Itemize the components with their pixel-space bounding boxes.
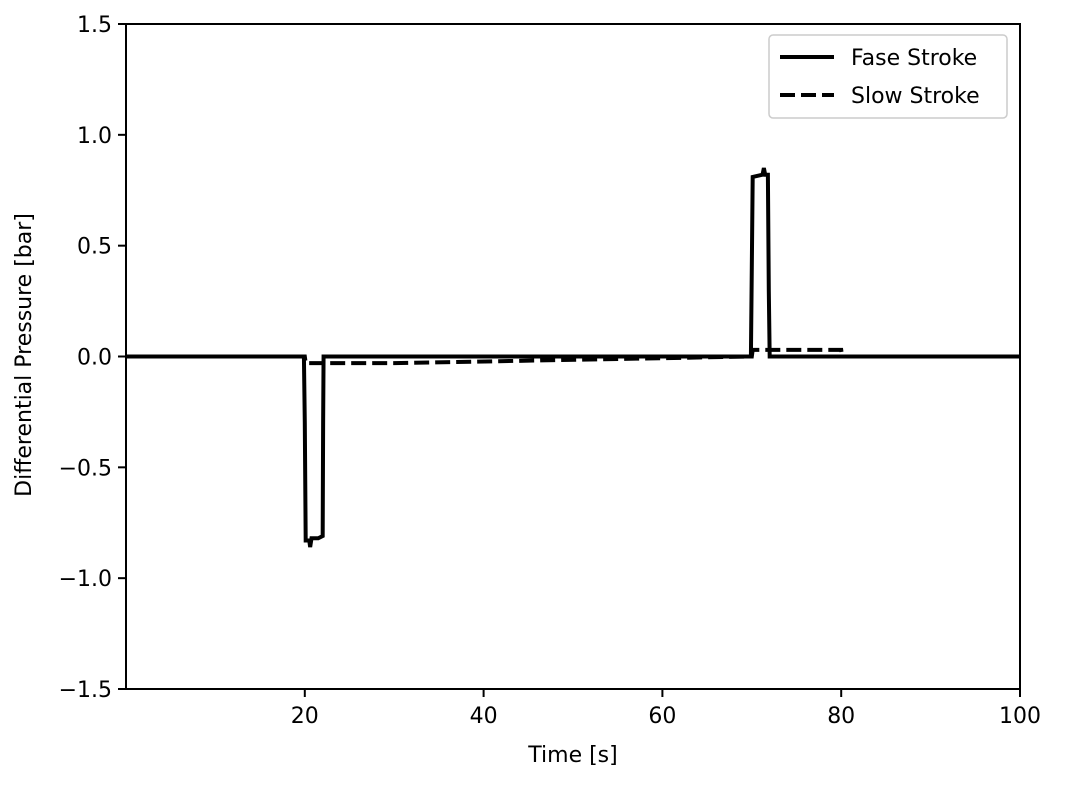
x-tick-label: 100 <box>999 704 1041 729</box>
legend-label-1: Fase Stroke <box>851 46 977 71</box>
legend-label-2: Slow Stroke <box>851 84 980 109</box>
y-tick-label: −1.5 <box>59 678 112 703</box>
legend: Fase Stroke Slow Stroke <box>768 34 1008 119</box>
x-tick-label: 80 <box>827 704 855 729</box>
y-axis-label: Differential Pressure [bar] <box>12 213 37 497</box>
x-tick-label: 20 <box>291 704 319 729</box>
y-tick-label: 1.5 <box>77 13 112 38</box>
axes: 20 40 60 80 100 −1.5 −1.0 −0.5 0.0 0.5 1.0 1.5 <box>59 13 1041 729</box>
y-tick-label: −0.5 <box>59 456 112 481</box>
series-line-1 <box>126 167 1020 548</box>
x-tick-label: 60 <box>648 704 676 729</box>
y-tick-label: 0.0 <box>77 346 112 371</box>
plot-area <box>126 167 1020 548</box>
y-tick-label: −1.0 <box>59 567 112 592</box>
x-axis-label: Time [s] <box>527 743 617 768</box>
x-tick-label: 40 <box>470 704 498 729</box>
y-tick-label: 0.5 <box>77 235 112 260</box>
series-line-2 <box>126 347 1020 366</box>
y-tick-label: 1.0 <box>77 124 112 149</box>
